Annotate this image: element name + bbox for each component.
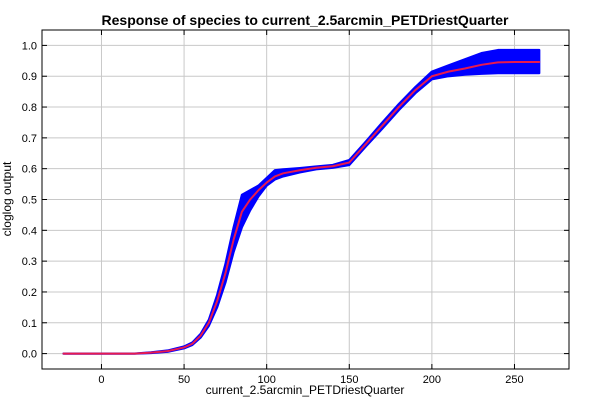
y-tick-label: 0.4: [22, 225, 37, 237]
y-axis-label: cloglog output: [0, 161, 14, 236]
x-tick-label: 0: [98, 374, 104, 386]
axis-ticks: 0 50 100 150 200 250 0.0 0.1 0.2 0.3 0.4 0.5 0.6 0.7 0…: [22, 30, 569, 386]
x-tick-label: 250: [505, 374, 523, 386]
x-tick-label: 150: [340, 374, 358, 386]
y-tick-label: 0.7: [22, 133, 37, 145]
chart-title: Response of species to current_2.5arcmin…: [102, 12, 509, 28]
y-tick-label: 0.9: [22, 71, 37, 83]
grid-lines: [42, 30, 569, 369]
y-tick-label: 0.8: [22, 102, 37, 114]
x-axis-label: current_2.5arcmin_PETDriestQuarter: [206, 383, 405, 397]
mean-response-line: [62, 61, 541, 355]
y-tick-label: 0.2: [22, 287, 37, 299]
y-tick-label: 0.5: [22, 195, 37, 207]
x-tick-label: 100: [257, 374, 275, 386]
y-tick-label: 0.6: [22, 164, 37, 176]
mean-line-layer: [62, 61, 541, 355]
y-tick-label: 0.3: [22, 256, 37, 268]
y-tick-label: 0.0: [22, 349, 37, 361]
y-tick-label: 0.1: [22, 318, 37, 330]
x-tick-label: 200: [423, 374, 441, 386]
y-tick-label: 1.0: [22, 40, 37, 52]
x-tick-label: 50: [178, 374, 190, 386]
